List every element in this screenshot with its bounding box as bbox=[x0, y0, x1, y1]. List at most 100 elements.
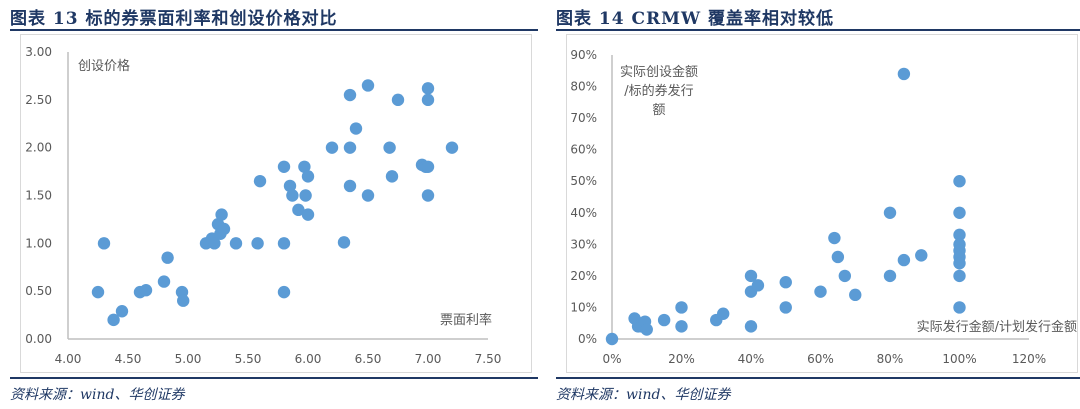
data-point bbox=[107, 313, 120, 327]
data-point bbox=[325, 141, 339, 154]
scatter-plot-coupon-vs-price: 0.00 0.50 1.00 1.50 2.00 2.50 3.00 4.00 4.50 5.00… bbox=[25, 45, 502, 366]
y-tick-label: 2.00 bbox=[25, 141, 52, 155]
data-point bbox=[675, 301, 688, 314]
x-tick-label: 5.50 bbox=[235, 352, 262, 366]
data-point bbox=[814, 285, 827, 298]
y-tick-label: 20% bbox=[570, 269, 597, 283]
data-point bbox=[337, 236, 351, 249]
data-point bbox=[838, 269, 852, 283]
data-point bbox=[953, 257, 966, 270]
data-point bbox=[717, 307, 730, 320]
y-tick-label: 60% bbox=[570, 143, 597, 157]
x-tick-label: 0% bbox=[602, 352, 621, 366]
data-point bbox=[828, 231, 841, 245]
data-point bbox=[301, 208, 315, 221]
x-tick-label: 7.50 bbox=[475, 352, 502, 366]
data-point bbox=[97, 237, 111, 250]
data-point bbox=[298, 160, 311, 173]
x-axis-label: 实际发行金额/计划发行金额 bbox=[917, 319, 1077, 335]
data-point bbox=[657, 313, 671, 327]
y-tick-label: 2.50 bbox=[25, 93, 52, 107]
data-point bbox=[605, 332, 619, 346]
x-tick-label: 6.50 bbox=[355, 352, 382, 366]
data-point bbox=[292, 203, 305, 217]
data-point bbox=[283, 179, 297, 193]
data-point bbox=[897, 67, 911, 81]
source-divider bbox=[10, 377, 538, 379]
data-point bbox=[849, 288, 862, 302]
data-point bbox=[883, 206, 897, 219]
data-point bbox=[953, 228, 966, 242]
data-point bbox=[349, 122, 363, 135]
data-point bbox=[779, 301, 792, 314]
data-point bbox=[177, 294, 190, 307]
data-point bbox=[215, 208, 228, 221]
y-tick-label: 0% bbox=[578, 332, 597, 346]
data-point bbox=[953, 269, 966, 283]
data-point bbox=[229, 237, 243, 250]
data-point bbox=[421, 189, 435, 202]
y-tick-label: 80% bbox=[570, 80, 597, 94]
source-divider bbox=[556, 377, 1080, 379]
data-point bbox=[277, 285, 291, 299]
y-tick-label: 0.00 bbox=[25, 332, 52, 346]
data-point bbox=[361, 79, 375, 92]
x-tick-label: 6.00 bbox=[295, 352, 322, 366]
source-note: 资料来源：wind、华创证券 bbox=[556, 387, 731, 403]
data-point bbox=[744, 320, 758, 333]
data-point bbox=[897, 253, 911, 267]
data-point bbox=[953, 206, 966, 219]
x-tick-label: 120% bbox=[1012, 352, 1046, 366]
title-divider bbox=[556, 29, 1080, 31]
y-tick-label: 50% bbox=[570, 174, 597, 188]
y-tick-label: 30% bbox=[570, 237, 597, 251]
y-axis-label: 实际创设金额 bbox=[620, 64, 698, 80]
data-point bbox=[421, 160, 435, 173]
data-point bbox=[343, 88, 357, 102]
data-point bbox=[157, 275, 171, 288]
y-tick-label: 1.50 bbox=[25, 189, 52, 203]
chart-panel-13: 图表 13 标的券票面利率和创设价格对比 0.00 0.50 1.00 1.50 2.0… bbox=[10, 0, 538, 409]
data-point bbox=[915, 249, 928, 262]
x-tick-label: 60% bbox=[807, 352, 834, 366]
x-tick-label: 40% bbox=[738, 352, 765, 366]
y-tick-label: 3.00 bbox=[25, 45, 52, 59]
chart-frame bbox=[20, 34, 532, 373]
data-point bbox=[115, 305, 129, 318]
data-point bbox=[421, 93, 435, 107]
data-point bbox=[253, 174, 267, 188]
y-tick-label: 90% bbox=[570, 48, 597, 62]
y-tick-label: 70% bbox=[570, 111, 597, 125]
chart-title: 图表 14 CRMW 覆盖率相对较低 bbox=[556, 9, 834, 29]
data-point bbox=[91, 285, 105, 299]
data-point bbox=[421, 82, 435, 95]
data-point bbox=[779, 276, 792, 289]
y-tick-label: 1.00 bbox=[25, 236, 52, 250]
x-tick-label: 4.00 bbox=[55, 352, 82, 366]
y-tick-label: 0.50 bbox=[25, 284, 52, 298]
y-axis-label: 创设价格 bbox=[78, 58, 130, 74]
data-point bbox=[251, 237, 264, 250]
data-point bbox=[744, 269, 758, 283]
data-point bbox=[217, 222, 231, 236]
data-point bbox=[299, 189, 312, 202]
source-note: 资料来源：wind、华创证券 bbox=[10, 387, 185, 403]
scatter-plot-crmw-coverage: 0% 10% 20% 30% 40% 50% 60% 70% 80% 90% 0% 20% 40% 60%… bbox=[570, 48, 1077, 366]
data-point bbox=[277, 160, 291, 173]
data-point bbox=[343, 141, 357, 154]
y-tick-label: 10% bbox=[570, 300, 597, 314]
x-tick-label: 20% bbox=[668, 352, 695, 366]
data-point bbox=[208, 237, 221, 250]
data-point bbox=[361, 189, 375, 202]
x-tick-label: 5.00 bbox=[175, 352, 202, 366]
data-point bbox=[383, 141, 396, 154]
y-axis-label: /标的券发行 bbox=[624, 83, 693, 99]
data-point bbox=[640, 323, 653, 336]
data-point bbox=[161, 251, 174, 264]
y-axis-label: 额 bbox=[652, 103, 665, 118]
data-point bbox=[385, 170, 399, 183]
data-point bbox=[391, 93, 405, 107]
x-tick-label: 7.00 bbox=[415, 352, 442, 366]
data-point bbox=[953, 175, 966, 188]
title-divider bbox=[10, 29, 538, 31]
